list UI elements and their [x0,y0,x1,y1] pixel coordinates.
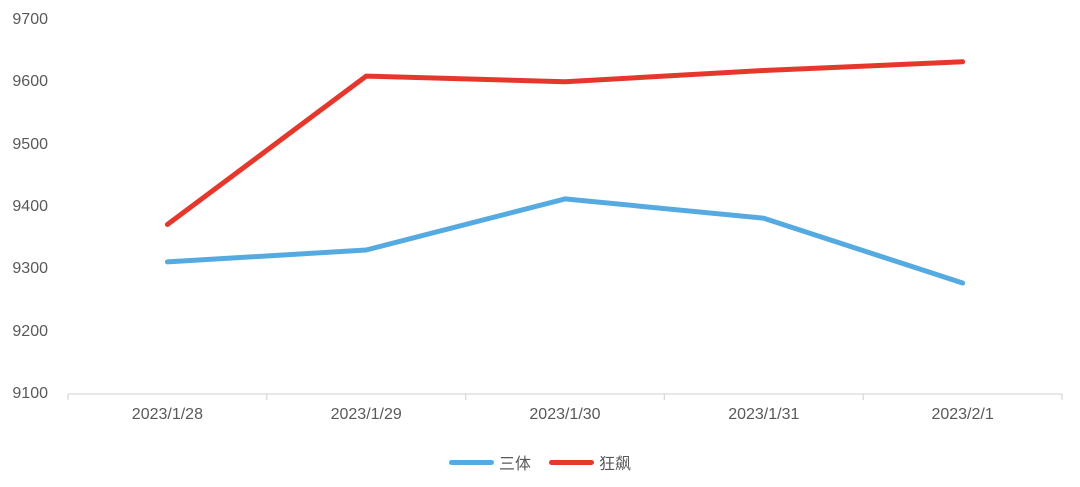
y-axis-tick-label: 9400 [12,198,48,215]
legend-label: 狂飙 [599,456,632,473]
legend-item-series-2: 狂飙 [549,450,631,474]
legend-line-swatch-red [549,459,594,465]
y-axis-tick-label: 9500 [12,135,48,153]
legend-item-series-1: 三体 [448,450,531,474]
series-line-狂飙 [164,59,966,227]
legend-label: 三体 [498,456,531,473]
legend-line-swatch-blue [448,459,494,465]
y-axis-tick-label: 9100 [12,385,48,402]
x-axis-tick-label: 2023/1/28 [131,406,203,423]
x-axis-tick-label: 2023/1/31 [728,406,800,423]
y-axis-tick-label: 9200 [12,322,48,340]
series-line-三体 [164,196,966,286]
chart-legend: 三体 狂飙 [0,450,1080,474]
x-axis-tick-label: 2023/2/1 [931,406,994,423]
y-axis-tick-label: 9600 [12,73,48,91]
x-axis-tick-label: 2023/1/29 [330,406,402,423]
x-axis-tick-label: 2023/1/30 [529,406,601,423]
y-axis-tick-label: 9700 [12,11,48,28]
y-axis-tick-label: 9300 [12,260,48,278]
